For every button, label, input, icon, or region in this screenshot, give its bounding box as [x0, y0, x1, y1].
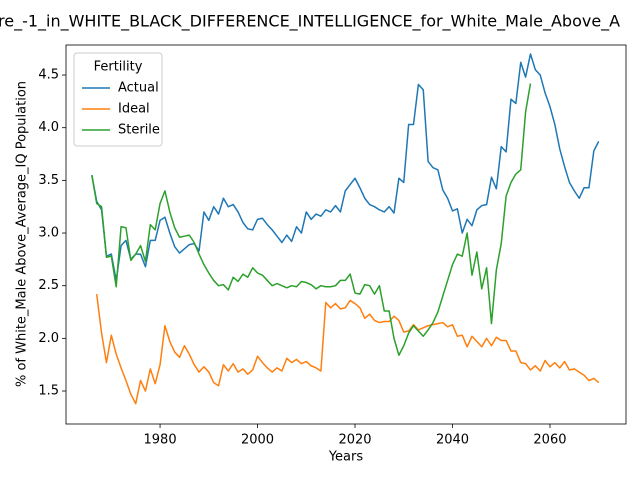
y-tick-label: 4.5 — [38, 68, 59, 83]
y-tick-label: 2.0 — [38, 331, 59, 346]
series-line — [91, 83, 532, 356]
legend-label: Sterile — [118, 123, 160, 138]
series-line — [91, 53, 600, 282]
x-tick-label: 2020 — [338, 433, 371, 448]
legend-title: Fertility — [94, 60, 143, 75]
x-tick-label: 2040 — [436, 433, 469, 448]
legend-label: Actual — [118, 81, 159, 96]
x-tick-label: 2000 — [241, 433, 274, 448]
y-tick-label: 2.5 — [38, 278, 59, 293]
x-tick-label: 1980 — [144, 433, 177, 448]
legend-box — [73, 52, 163, 147]
legend-label: Ideal — [118, 102, 150, 117]
x-axis-label: Years — [328, 450, 364, 465]
y-tick-label: 3.5 — [38, 173, 59, 188]
y-tick-label: 4.0 — [38, 120, 59, 135]
x-tick-label: 2060 — [533, 433, 566, 448]
y-axis-label: % of White_Male Above_Average_IQ Populat… — [15, 81, 30, 387]
plot-frame — [65, 44, 627, 425]
y-tick-label: 1.5 — [38, 384, 59, 399]
series-line — [95, 294, 600, 405]
y-tick-label: 3.0 — [38, 226, 59, 241]
chart-title: re_-1_in_WHITE_BLACK_DIFFERENCE_INTELLIG… — [0, 12, 620, 32]
